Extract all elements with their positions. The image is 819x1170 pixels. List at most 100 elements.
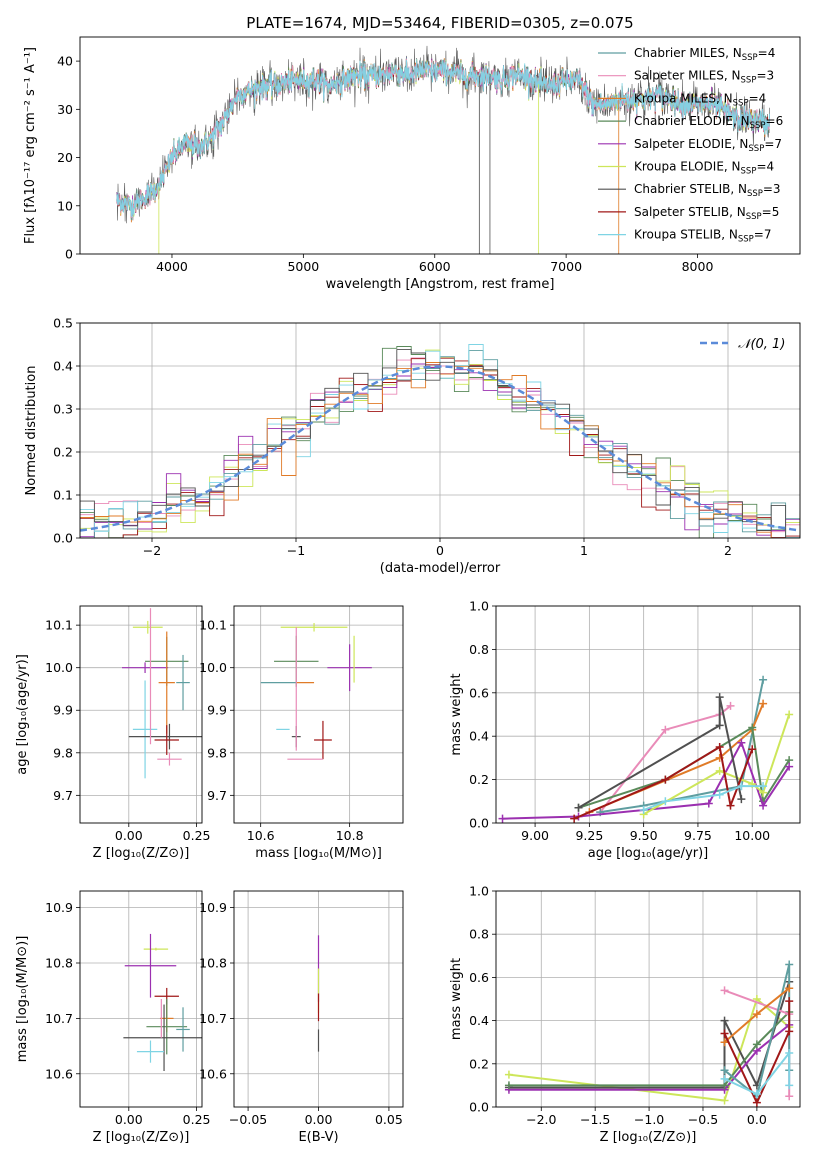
weight-point-marker bbox=[752, 1098, 761, 1107]
y-tick-label: 0.1 bbox=[53, 488, 73, 503]
y-axis-label: mass [log₁₀(M/M⊙)] bbox=[15, 936, 30, 1063]
y-tick-label: 10.1 bbox=[45, 618, 73, 633]
weight-point-marker bbox=[785, 1027, 794, 1036]
y-tick-label: 0.4 bbox=[53, 359, 73, 374]
weight-point-marker bbox=[737, 738, 746, 747]
weight-point-marker bbox=[715, 766, 724, 775]
y-axis-label: age [log₁₀(age/yr)] bbox=[15, 654, 30, 775]
weight-series-line bbox=[724, 1050, 791, 1096]
y-tick-label: 10.6 bbox=[45, 1066, 73, 1081]
x-tick-label: 0.00 bbox=[305, 1112, 333, 1127]
x-tick-label: −1.0 bbox=[634, 1112, 664, 1127]
residuals-frame bbox=[79, 322, 801, 539]
spectrum-series-line bbox=[116, 59, 770, 218]
x-tick-label: 10.6 bbox=[247, 828, 275, 843]
x-tick-label: 8000 bbox=[682, 259, 714, 274]
mass-vs-Z-ticks: 0.00 0.25 10.6 10.7 10.8 10.9 bbox=[45, 900, 210, 1127]
weight-point-marker bbox=[720, 1016, 729, 1025]
weight-point-marker bbox=[715, 693, 724, 702]
x-axis-label: Z [log₁₀(Z/Z⊙)] bbox=[600, 1130, 697, 1145]
residual-histogram bbox=[80, 349, 800, 538]
y-tick-label: 9.7 bbox=[53, 788, 73, 803]
legend-entry: Chabrier ELODIE, NSSP=6 bbox=[634, 114, 783, 131]
weight-point-marker bbox=[661, 775, 670, 784]
weight-point-marker bbox=[748, 723, 757, 732]
weight-point-marker bbox=[498, 814, 507, 823]
weight-point-marker bbox=[785, 997, 794, 1006]
y-tick-label: 9.9 bbox=[207, 703, 227, 718]
x-tick-label: 9.50 bbox=[630, 828, 658, 843]
y-axis-label: mass weight bbox=[449, 958, 464, 1040]
y-tick-label: 0.0 bbox=[469, 816, 489, 831]
x-axis-label: age [log₁₀(age/yr)] bbox=[588, 846, 709, 861]
weight-point-marker bbox=[574, 803, 583, 812]
weight-point-marker bbox=[737, 795, 746, 804]
weight-point-marker bbox=[752, 1090, 761, 1099]
y-tick-label: 10.7 bbox=[199, 1011, 227, 1026]
weight-point-marker bbox=[785, 1081, 794, 1090]
weight-point-marker bbox=[570, 814, 579, 823]
age-vs-Z-frame bbox=[79, 605, 203, 824]
x-tick-label: 0 bbox=[436, 543, 444, 558]
x-tick-label: −1 bbox=[287, 543, 305, 558]
spectrum-frame bbox=[79, 36, 801, 255]
y-tick-label: 40 bbox=[57, 54, 73, 69]
weight-point-marker bbox=[639, 805, 648, 814]
weight-point-marker bbox=[720, 1096, 729, 1105]
weight-vs-age-data bbox=[498, 675, 794, 823]
x-tick-label: 7000 bbox=[550, 259, 582, 274]
x-tick-label: 0.25 bbox=[183, 828, 211, 843]
x-tick-label: −1.5 bbox=[580, 1112, 610, 1127]
x-tick-label: 9.25 bbox=[575, 828, 603, 843]
legend-entry: Chabrier STELIB, NSSP=3 bbox=[634, 182, 781, 199]
y-tick-label: 20 bbox=[57, 150, 73, 165]
residuals-plot: −2 −1 0 1 2 0.0 0.1 0.2 0.3 0.4 0.5 (data-model)/er… bbox=[24, 316, 801, 576]
weight-point-marker bbox=[715, 721, 724, 730]
legend-entry: Kroupa ELODIE, NSSP=4 bbox=[634, 160, 774, 177]
y-tick-label: 9.7 bbox=[207, 788, 227, 803]
mass-vs-Z-frame bbox=[79, 890, 203, 1108]
x-tick-label: 0.05 bbox=[375, 1112, 403, 1127]
y-tick-label: 10.0 bbox=[45, 660, 73, 675]
age-vs-mass-plot: 10.6 10.8 9.7 9.8 9.9 10.0 10.1 mass [log₁₀(M/M… bbox=[199, 605, 404, 861]
age-vs-Z-ticks: 0.00 0.25 9.7 9.8 9.9 10.0 10.1 bbox=[45, 618, 210, 843]
y-tick-label: 0.2 bbox=[53, 445, 73, 460]
weight-series-line bbox=[577, 696, 743, 809]
x-tick-label: 6000 bbox=[419, 259, 451, 274]
weight-point-marker bbox=[720, 1029, 729, 1038]
y-tick-label: 9.9 bbox=[53, 703, 73, 718]
y-tick-label: 10.9 bbox=[199, 900, 227, 915]
weight-point-marker bbox=[726, 701, 735, 710]
weight-point-marker bbox=[715, 790, 724, 799]
x-axis-label: E(B-V) bbox=[298, 1130, 338, 1145]
x-tick-label: 4000 bbox=[156, 259, 188, 274]
y-tick-label: 10.6 bbox=[199, 1066, 227, 1081]
y-tick-label: 0.2 bbox=[469, 772, 489, 787]
weight-point-marker bbox=[759, 782, 768, 791]
weight-point-marker bbox=[661, 797, 670, 806]
weight-point-marker bbox=[720, 1074, 729, 1083]
y-tick-label: 10.9 bbox=[45, 900, 73, 915]
spectrum-ticks: 4000 5000 6000 7000 8000 0 10 20 30 40 bbox=[57, 54, 713, 274]
y-tick-label: 0.8 bbox=[469, 642, 489, 657]
weight-point-marker bbox=[504, 1081, 513, 1090]
weight-point-marker bbox=[720, 986, 729, 995]
weight-point-marker bbox=[752, 1010, 761, 1019]
x-tick-label: 10.00 bbox=[734, 828, 770, 843]
figure-title: PLATE=1674, MJD=53464, FIBERID=0305, z=0… bbox=[246, 14, 633, 32]
residuals-ticks: −2 −1 0 1 2 0.0 0.1 0.2 0.3 0.4 0.5 bbox=[53, 316, 732, 559]
y-tick-label: 0.3 bbox=[53, 402, 73, 417]
legend-entry: Chabrier MILES, NSSP=4 bbox=[634, 46, 775, 63]
legend-entry: Salpeter ELODIE, NSSP=7 bbox=[634, 137, 782, 154]
weight-point-marker bbox=[785, 762, 794, 771]
weight-point-marker bbox=[785, 1049, 794, 1057]
y-axis-label: mass weight bbox=[449, 673, 464, 755]
weight-point-marker bbox=[726, 801, 735, 810]
weight-point-marker bbox=[785, 984, 794, 993]
y-tick-label: 0.8 bbox=[469, 927, 489, 942]
y-axis-label: Normed distribution bbox=[24, 366, 39, 496]
x-tick-label: 5000 bbox=[287, 259, 319, 274]
age-vs-mass-frame bbox=[233, 605, 404, 824]
legend-entry: 𝒩(0, 1) bbox=[738, 337, 785, 352]
